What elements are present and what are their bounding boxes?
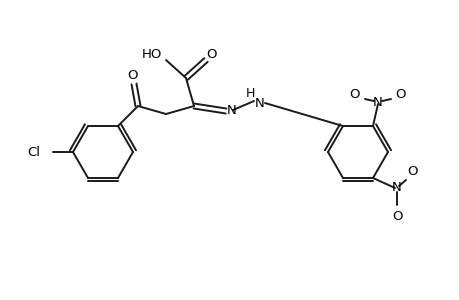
Text: O: O bbox=[128, 68, 138, 82]
Text: N: N bbox=[255, 97, 264, 110]
Text: O: O bbox=[395, 88, 405, 100]
Text: N: N bbox=[227, 103, 236, 116]
Text: O: O bbox=[407, 166, 417, 178]
Text: O: O bbox=[206, 47, 217, 61]
Text: N: N bbox=[391, 182, 401, 194]
Text: Cl: Cl bbox=[27, 146, 40, 158]
Text: N: N bbox=[372, 95, 382, 109]
Text: O: O bbox=[349, 88, 359, 100]
Text: H: H bbox=[245, 86, 254, 100]
Text: HO: HO bbox=[141, 47, 162, 61]
Text: O: O bbox=[392, 211, 403, 224]
